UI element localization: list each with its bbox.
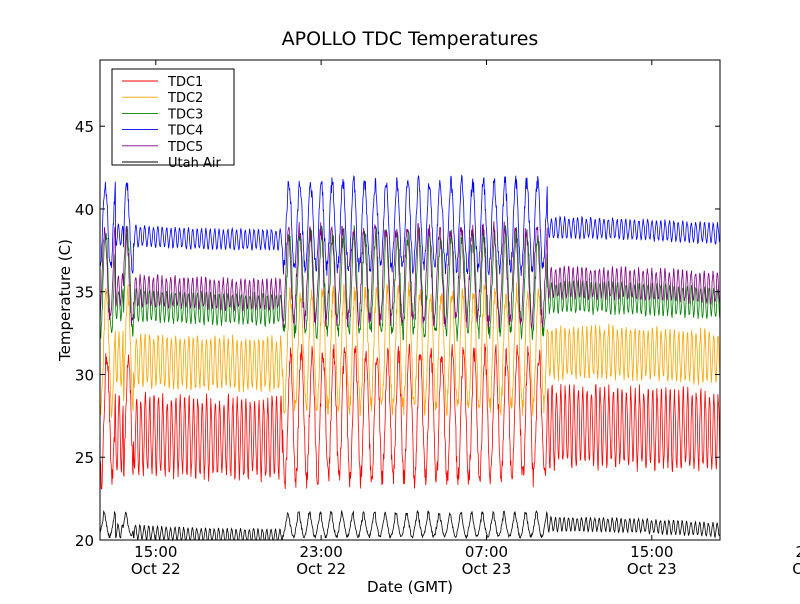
series-line-tdc1 <box>99 343 721 490</box>
series-line-tdc2 <box>99 281 721 418</box>
x-tick-label-date: Oct 22 <box>296 560 346 578</box>
y-tick-label: 35 <box>75 284 94 302</box>
y-tick-label: 40 <box>75 201 94 219</box>
y-tick-label: 25 <box>75 449 94 467</box>
y-tick-label: 45 <box>75 118 94 136</box>
legend-label: TDC5 <box>167 140 203 155</box>
x-tick-label-time: 15:00 <box>134 543 177 561</box>
x-axis-label: Date (GMT) <box>367 578 453 596</box>
x-tick-label-time: 07:00 <box>465 543 508 561</box>
series-line-tdc3 <box>99 225 721 342</box>
legend-label: TDC3 <box>167 107 203 122</box>
legend-label: TDC2 <box>167 91 203 106</box>
x-tick-label-date: Oct 23 <box>462 560 512 578</box>
series-line-tdc5 <box>99 221 721 329</box>
legend-label: Utah Air <box>168 156 221 171</box>
y-axis-label: Temperature (C) <box>56 239 74 362</box>
x-tick-label-time: 23:00 <box>300 543 343 561</box>
x-tick-label-time: 23:00 <box>796 543 800 561</box>
x-tick-label-time: 15:00 <box>630 543 673 561</box>
series-line-tdc4 <box>99 174 721 277</box>
legend-label: TDC4 <box>167 124 203 139</box>
series-layer <box>99 174 721 542</box>
chart-title: APOLLO TDC Temperatures <box>282 28 539 50</box>
legend-box <box>111 68 235 166</box>
plot-frame <box>99 59 721 541</box>
y-tick-label: 30 <box>75 366 94 384</box>
legend-label: TDC1 <box>167 75 203 90</box>
x-tick-label-date: Oct 22 <box>131 560 181 578</box>
x-tick-label-date: Oct 23 <box>627 560 677 578</box>
y-tick-label: 20 <box>75 532 94 550</box>
x-tick-label-date: Oct 23 <box>792 560 800 578</box>
